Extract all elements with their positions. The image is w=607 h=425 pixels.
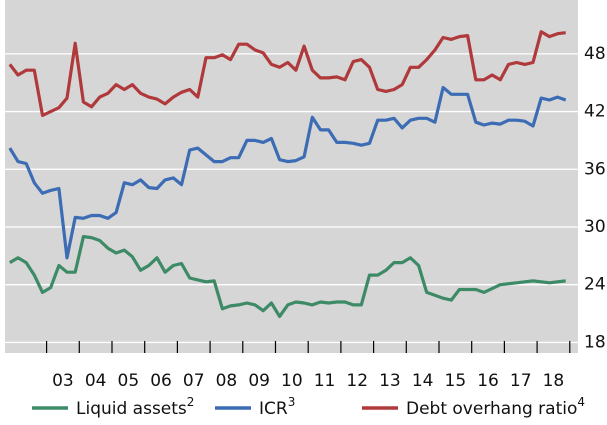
x-tick-label: 11 [314,371,336,391]
legend-footnote: 3 [288,395,296,409]
y-tick-label: 42 [584,102,606,122]
legend-name: ICR [259,399,288,419]
x-tick-label: 10 [281,371,303,391]
x-tick-label: 08 [216,371,238,391]
series-line [8,235,566,318]
legend-label: Debt overhang ratio4 [406,395,585,420]
x-tick-label: 15 [445,371,467,391]
series-line [8,85,567,260]
legend-item: Debt overhang ratio4 [362,395,585,420]
y-tick-label: 36 [584,159,606,179]
x-tick-label: 18 [543,371,565,391]
legend-name: Liquid assets [76,399,187,419]
plot-background [5,0,578,353]
y-tick-label: 18 [584,332,606,352]
x-tick-label: 16 [477,371,499,391]
legend-label: Liquid assets2 [76,395,194,420]
legend-footnote: 4 [577,395,585,409]
y-tick-label: 30 [584,217,606,237]
legend-name: Debt overhang ratio [406,399,577,419]
x-tick-label: 06 [150,371,172,391]
x-tick-label: 17 [510,371,532,391]
x-tick-label: 04 [85,371,107,391]
x-tick-label: 14 [412,371,434,391]
legend-item: ICR3 [215,395,295,420]
x-tick-label: 12 [346,371,368,391]
y-tick-label: 24 [584,275,606,295]
legend-item: Liquid assets2 [32,395,194,420]
legend-label: ICR3 [259,395,295,420]
y-tick-label: 48 [584,44,606,64]
x-tick-label: 07 [183,371,205,391]
x-tick-label: 05 [118,371,140,391]
x-tick-label: 03 [52,371,74,391]
series-line [8,30,566,117]
x-tick-label: 13 [379,371,401,391]
x-tick-label: 09 [248,371,270,391]
legend-footnote: 2 [187,395,195,409]
